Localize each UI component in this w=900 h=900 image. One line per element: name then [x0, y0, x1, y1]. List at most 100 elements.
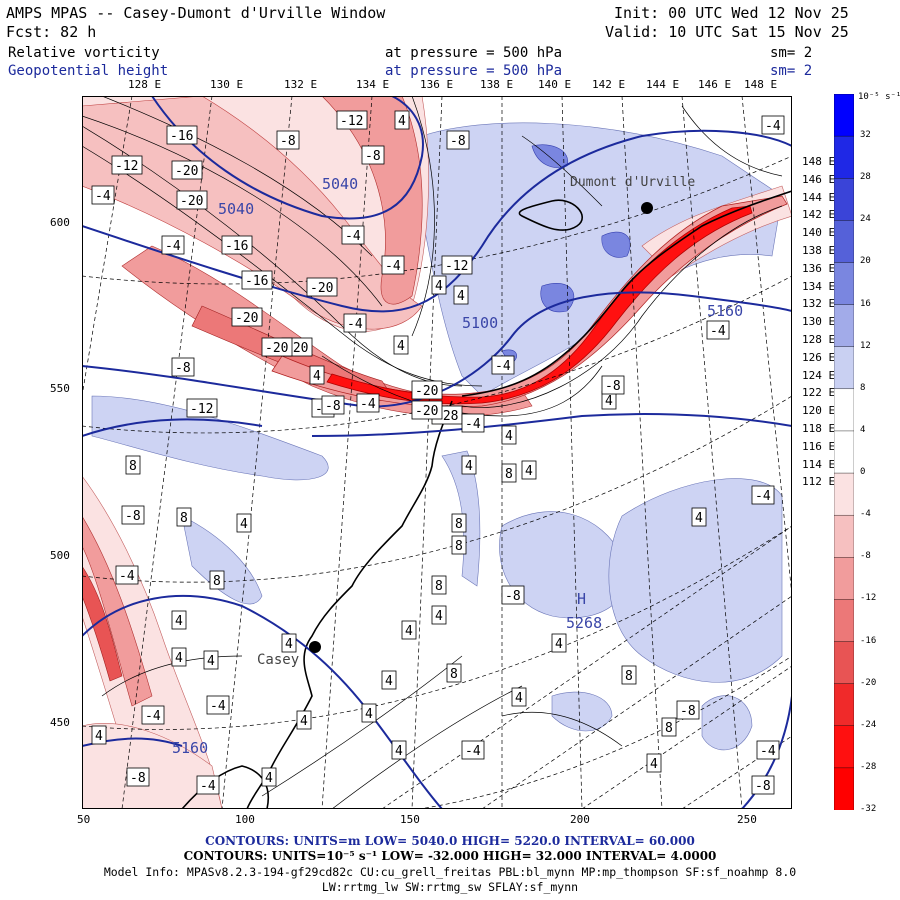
colorbar-swatch: [834, 94, 854, 137]
vorticity-labels: -16 -8-12 -20-12-8-8-20-4-4-4-4-164-12-16-…: [91, 110, 785, 795]
vorticity-contour-label: -4: [461, 740, 485, 760]
right-lon-label: 134 E: [802, 279, 836, 293]
top-lon-label: 130 E: [210, 78, 244, 91]
top-lon-label: 132 E: [284, 78, 318, 91]
vorticity-contour-label: -4: [206, 695, 230, 715]
right-lon-label: 112 E: [802, 475, 836, 489]
vorticity-contour-label: 8: [446, 663, 462, 683]
vorticity-label-text: -4: [360, 397, 376, 412]
colorbar-swatch: [834, 599, 854, 643]
vorticity-label-text: 4: [175, 614, 183, 629]
vorticity-contour-label: -8: [601, 375, 625, 395]
field1-name: Relative vorticity: [8, 45, 160, 61]
vorticity-label-text: 4: [435, 279, 443, 294]
vorticity-contour-label: 8: [661, 717, 677, 737]
vorticity-contour-label: -8: [121, 505, 145, 525]
right-lon-label: 114 E: [802, 457, 836, 471]
colorbar-swatch: [834, 472, 854, 516]
colorbar-label: -8: [860, 551, 871, 562]
vorticity-contour-label: -4: [341, 225, 365, 245]
footer-physics-info: LW:rrtmg_lw SW:rrtmg_sw SFLAY:sf_mynn: [321, 880, 579, 894]
field2-name: Geopotential height: [8, 63, 169, 79]
colorbar: [834, 94, 854, 810]
vorticity-label-text: -16: [225, 239, 248, 254]
vorticity-contour-label: 4: [646, 753, 662, 773]
vorticity-contour-label: 4: [391, 740, 407, 760]
bottom-axis-label: 100: [235, 813, 255, 826]
field1-level: at pressure = 500 hPa: [385, 45, 563, 61]
vorticity-contour-label: 8: [176, 507, 192, 527]
vorticity-label-text: -4: [347, 317, 363, 332]
vorticity-label-text: -4: [95, 189, 111, 204]
vorticity-label-text: 4: [398, 114, 406, 129]
vorticity-label-text: -20: [265, 341, 288, 356]
vorticity-label-text: 4: [285, 637, 293, 652]
map-panel[interactable]: 5040 5040 5100 5160 5160 5268 H -16 -8 -12 -20 -12…: [82, 96, 792, 809]
vorticity-label-text: 4: [555, 637, 563, 652]
valid-time: Valid: 10 UTC Sat 15 Nov 25: [605, 23, 849, 41]
negative-vorticity-areas: [82, 96, 792, 809]
vorticity-contour-label: -4: [356, 393, 380, 413]
colorbar-label: 24: [860, 214, 871, 225]
vorticity-label-text: 4: [395, 744, 403, 759]
vorticity-contour-label: 4: [309, 365, 325, 385]
right-lon-label: 144 E: [802, 190, 836, 204]
vorticity-label-text: -8: [450, 134, 466, 149]
vorticity-label-text: 4: [505, 429, 513, 444]
height-contour-label: 5040: [322, 175, 358, 193]
height-contour-label: 5040: [218, 200, 254, 218]
vorticity-label-text: -12: [340, 114, 363, 129]
vorticity-label-text: 4: [695, 511, 703, 526]
top-lon-label: 134 E: [356, 78, 390, 91]
vorticity-contour-label: 4: [691, 507, 707, 527]
vorticity-label-text: -8: [755, 779, 771, 794]
vorticity-contour-label: -20: [411, 380, 443, 400]
colorbar-swatch: [834, 725, 854, 769]
right-lon-label: 122 E: [802, 386, 836, 400]
vorticity-contour-label: -12: [336, 110, 368, 130]
vorticity-label-text: 8: [450, 667, 458, 682]
durville-station-marker[interactable]: [641, 202, 653, 214]
vorticity-contour-label: 4: [261, 767, 277, 787]
vorticity-contour-label: -20: [231, 307, 263, 327]
vorticity-label-text: -4: [760, 744, 776, 759]
vorticity-label-text: -4: [385, 259, 401, 274]
left-axis-label: 450: [50, 716, 70, 729]
vorticity-label-text: -4: [465, 417, 481, 432]
bottom-axis-label: 150: [400, 813, 420, 826]
vorticity-label-text: -4: [119, 569, 135, 584]
vorticity-label-text: -8: [365, 149, 381, 164]
colorbar-label: -24: [860, 719, 877, 730]
top-lon-label: 140 E: [538, 78, 572, 91]
vorticity-label-text: 8: [455, 539, 463, 554]
vorticity-contour-label: -8: [126, 767, 150, 787]
height-contour-label: 5268: [566, 614, 602, 632]
vorticity-contour-label: -12: [441, 255, 473, 275]
colorbar-label: 0: [860, 467, 866, 478]
vorticity-label-text: 4: [300, 714, 308, 729]
vorticity-contour-label: -4: [196, 775, 220, 795]
vorticity-label-text: 4: [95, 729, 103, 744]
vorticity-contour-label: 8: [501, 463, 517, 483]
vorticity-label-text: -4: [200, 779, 216, 794]
vorticity-contour-label: -12: [111, 155, 143, 175]
vorticity-contour-label: -16: [221, 235, 253, 255]
vorticity-contour-label: 4: [394, 110, 410, 130]
vorticity-contour-label: 4: [203, 650, 219, 670]
vorticity-label-text: -4: [465, 744, 481, 759]
vorticity-label-text: -8: [325, 399, 341, 414]
casey-station-marker[interactable]: [309, 641, 321, 653]
vorticity-label-text: -20: [180, 194, 203, 209]
colorbar-label: -20: [860, 677, 877, 688]
left-axis-label: 500: [50, 549, 70, 562]
init-time: Init: 00 UTC Wed 12 Nov 25: [614, 4, 849, 22]
right-lon-label: 116 E: [802, 439, 836, 453]
vorticity-label-text: -4: [755, 489, 771, 504]
vorticity-label-text: 4: [405, 624, 413, 639]
vorticity-label-text: -12: [445, 259, 468, 274]
colorbar-label: 12: [860, 340, 871, 351]
vorticity-label-text: 4: [313, 369, 321, 384]
vorticity-label-text: 4: [435, 609, 443, 624]
vorticity-contour-label: 4: [551, 633, 567, 653]
vorticity-contour-label: 4: [381, 670, 397, 690]
